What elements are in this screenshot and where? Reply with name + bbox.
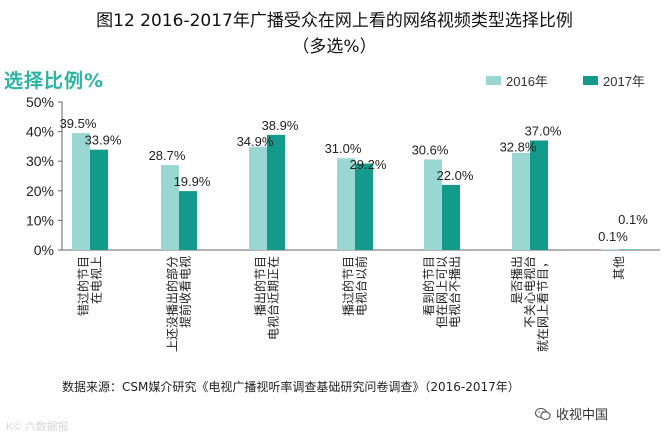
data-label-2017: 33.9% — [85, 133, 122, 148]
x-category-label: 上还没播出的部分 — [165, 256, 180, 352]
x-category-label: 其他 — [612, 256, 626, 280]
bar-2017 — [267, 134, 285, 250]
data-label-2016: 28.7% — [149, 148, 186, 163]
bar-2017 — [90, 149, 108, 250]
watermark-right: 收视中国 — [535, 404, 608, 423]
chart-title-line-1: 图12 2016-2017年广播受众在网上看的网络视频类型选择比例 — [96, 11, 573, 31]
legend-label-2017: 2017年 — [603, 74, 645, 89]
bar-2016 — [337, 158, 355, 250]
data-label-2017: 38.9% — [262, 118, 299, 133]
x-category-label: 在电视上 — [89, 256, 104, 304]
watermark-right-text: 收视中国 — [556, 408, 609, 423]
legend-swatch-2017 — [583, 76, 598, 85]
y-tick-label: 40% — [26, 124, 54, 140]
data-label-2016: 31.0% — [325, 141, 362, 156]
x-category-label: 电视台以前 — [354, 256, 369, 316]
x-category-label: 电视台不播出 — [447, 256, 462, 328]
chart-title-line-2: （多选%） — [292, 37, 377, 57]
data-label-2017: 29.2% — [350, 157, 387, 172]
bar-2016 — [424, 159, 442, 250]
data-label-2016: 32.8% — [500, 139, 537, 154]
chart-subtitle: 选择比例% — [4, 70, 105, 92]
x-category-label: 看到的节目 — [421, 256, 436, 316]
legend-item-2017: 2017年 — [583, 71, 645, 90]
x-category-label: 播出的节目 — [253, 256, 268, 316]
y-tick-label: 0% — [34, 242, 54, 258]
bar-2016 — [72, 133, 90, 250]
data-label-2017: 37.0% — [525, 123, 562, 138]
x-category-label: 提前收看电视 — [178, 256, 193, 328]
bar-2017 — [530, 140, 548, 250]
bar-2016 — [601, 249, 619, 250]
x-category-label: 不关心电视台 — [522, 256, 537, 328]
bar-2017 — [179, 191, 197, 250]
legend-label-2016: 2016年 — [506, 74, 548, 89]
data-label-2017: 19.9% — [174, 174, 211, 189]
data-label-2016: 30.6% — [412, 142, 449, 157]
data-source-note: 数据来源：CSM媒介研究《电视广播视听率调查基础研究问卷调查》（2016-201… — [62, 380, 520, 394]
bar-2016 — [249, 146, 267, 250]
x-category-label: 是否播出 — [510, 256, 524, 304]
y-tick-label: 10% — [26, 212, 54, 228]
data-label-2016: 0.1% — [598, 229, 628, 244]
legend-item-2016: 2016年 — [486, 71, 548, 90]
x-category-label: 错过的节目 — [76, 256, 91, 316]
bar-2017 — [442, 184, 460, 250]
y-tick-label: 20% — [26, 183, 54, 199]
y-tick-label: 50% — [26, 94, 54, 110]
x-category-label: 就在网上看节目， — [536, 256, 550, 352]
bar-2016 — [512, 152, 530, 250]
x-category-label: 但在网上可以 — [435, 256, 449, 328]
legend-swatch-2016 — [486, 76, 501, 85]
bar-2017 — [619, 249, 637, 250]
data-label-2017: 0.1% — [618, 212, 648, 227]
watermark-left: K© 六数据报 — [6, 421, 69, 433]
wechat-icon — [535, 407, 551, 420]
bar-2017 — [355, 163, 373, 250]
data-label-2016: 34.9% — [237, 134, 274, 149]
x-category-label: 播过的节目 — [341, 256, 356, 316]
bar-2016 — [161, 165, 179, 250]
x-category-label: 电视台近期正在 — [266, 256, 281, 340]
data-label-2017: 22.0% — [437, 168, 474, 183]
y-tick-label: 30% — [26, 153, 54, 169]
data-label-2016: 39.5% — [60, 116, 97, 131]
